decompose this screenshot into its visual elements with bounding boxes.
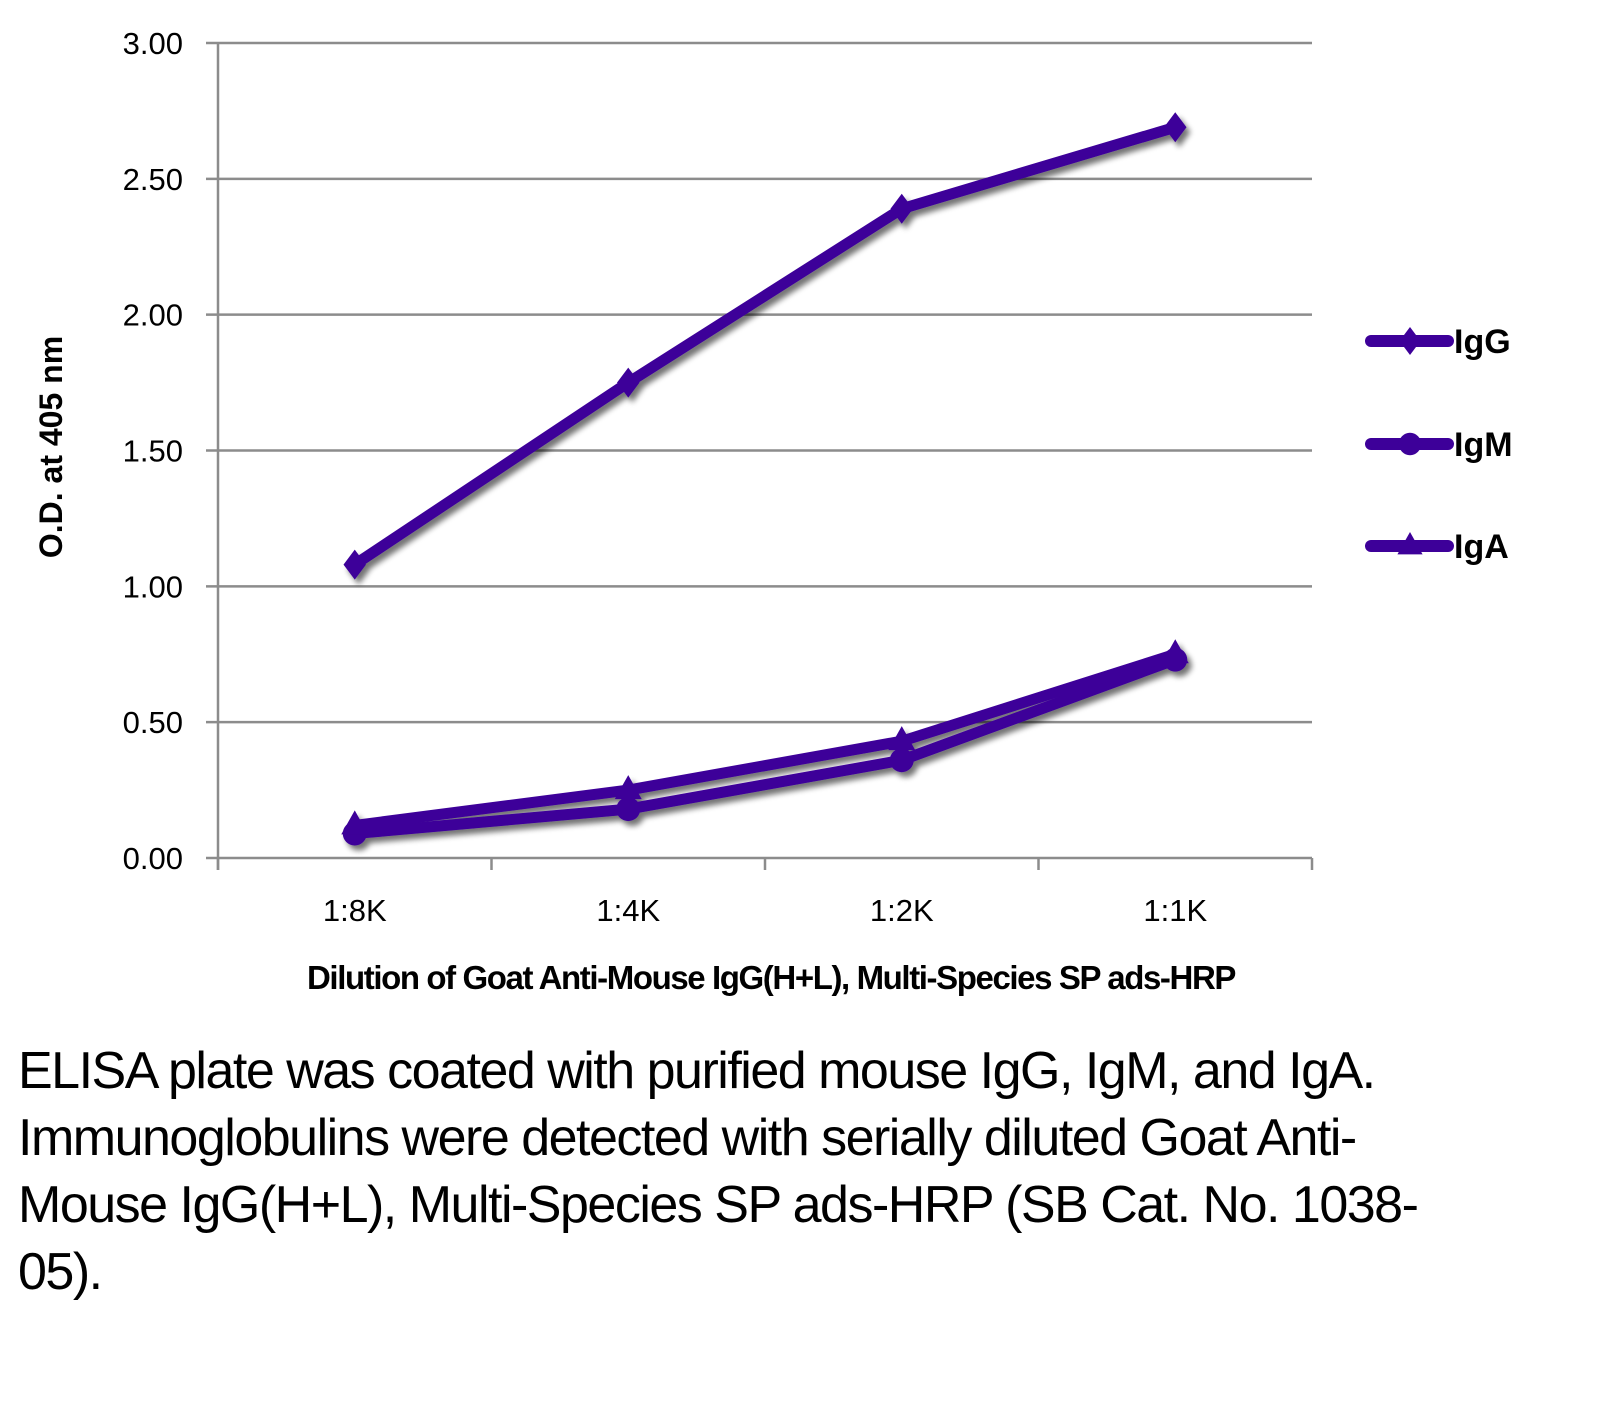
figure-caption: ELISA plate was coated with purified mou… <box>18 1042 1419 1301</box>
diamond-marker <box>1164 112 1187 143</box>
diamond-marker <box>890 193 913 224</box>
legend-label: IgM <box>1454 426 1513 464</box>
circle-marker <box>889 748 914 773</box>
y-tick-label: 1.50 <box>123 434 183 469</box>
x-tick-label: 1:4K <box>596 893 660 928</box>
diamond-marker <box>617 367 640 398</box>
y-tick-label: 0.50 <box>123 705 183 740</box>
x-tick-label: 1:1K <box>1143 893 1207 928</box>
legend-label: IgG <box>1454 323 1511 361</box>
x-tick-labels: 1:8K 1:4K 1:2K 1:1K <box>323 893 1208 928</box>
legend-item-igm: IgM <box>1365 426 1513 464</box>
triangle-marker <box>614 775 642 800</box>
diamond-marker <box>1399 327 1421 355</box>
x-axis-title: Dilution of Goat Anti-Mouse IgG(H+L), Mu… <box>307 959 1235 996</box>
y-tick-label: 3.00 <box>123 26 183 61</box>
triangle-marker <box>1397 532 1423 555</box>
elisa-line-chart: 0.00 0.50 1.00 1.50 2.00 2.50 3.00 1:8K 1:4K 1:2… <box>33 26 1513 996</box>
y-tick-label: 1.00 <box>123 569 183 604</box>
triangle-marker <box>341 810 369 835</box>
axes <box>216 43 1314 870</box>
circle-marker <box>616 797 641 822</box>
legend: IgG IgM IgA <box>1365 323 1513 566</box>
series-line-iga <box>349 648 1181 831</box>
y-tick-label: 0.00 <box>123 841 183 876</box>
y-tick-label: 2.50 <box>123 162 183 197</box>
series-iga <box>341 639 1189 835</box>
circle-marker <box>1398 432 1422 456</box>
legend-item-igg: IgG <box>1365 323 1511 361</box>
series-line-igm <box>349 654 1181 840</box>
series-line-igg <box>349 121 1181 571</box>
legend-item-iga: IgA <box>1365 528 1509 566</box>
y-axis-title: O.D. at 405 nm <box>33 336 69 558</box>
triangle-marker <box>1161 639 1189 664</box>
series-group <box>341 112 1189 846</box>
triangle-marker <box>888 726 916 751</box>
diamond-marker <box>343 549 366 580</box>
series-igg <box>343 112 1187 580</box>
y-tick-label: 2.00 <box>123 298 183 333</box>
x-tick-label: 1:8K <box>323 893 387 928</box>
legend-label: IgA <box>1454 528 1509 566</box>
gridlines <box>206 41 1312 860</box>
y-tick-labels: 0.00 0.50 1.00 1.50 2.00 2.50 3.00 <box>123 26 183 876</box>
x-tick-label: 1:2K <box>870 893 934 928</box>
